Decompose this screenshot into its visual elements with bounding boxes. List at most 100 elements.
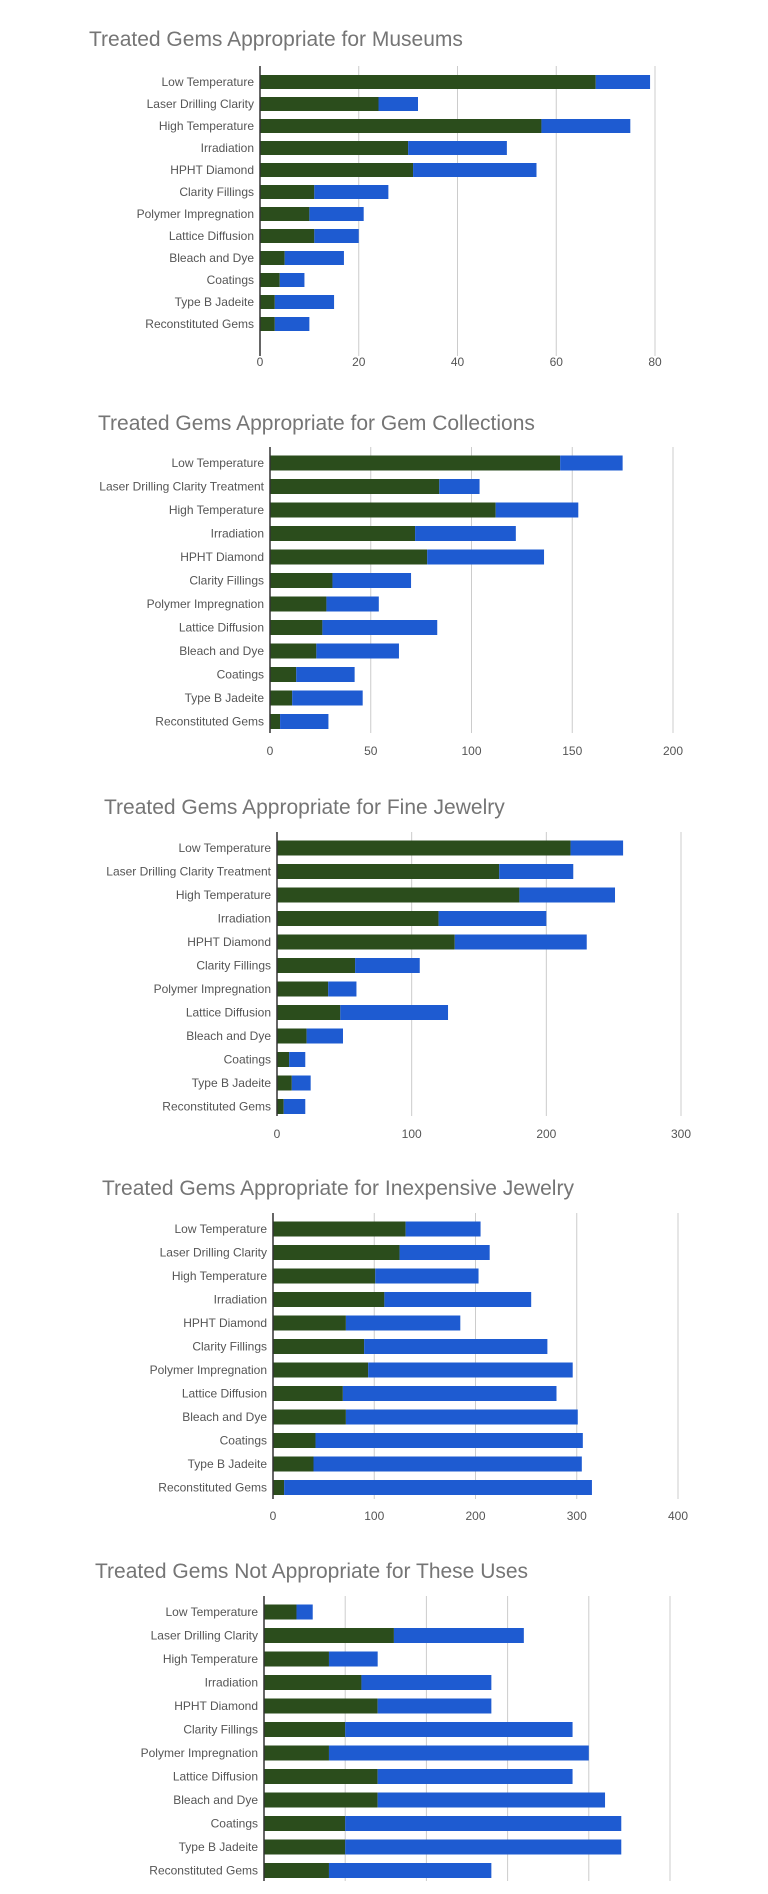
category-label: Reconstituted Gems [158, 1481, 267, 1495]
bar-series-1 [277, 981, 329, 997]
category-label: High Temperature [169, 503, 264, 517]
category-label: Clarity Fillings [196, 959, 271, 973]
bar-series-2 [413, 163, 537, 177]
bar-series-2 [279, 273, 305, 287]
chart-title: Treated Gems Appropriate for Fine Jewelr… [104, 796, 505, 819]
bar-series-2 [375, 1268, 479, 1284]
bar-series-2 [499, 864, 574, 879]
bar-series-2 [274, 317, 310, 331]
bar-series-1 [270, 690, 293, 706]
category-label: Coatings [224, 1053, 271, 1067]
bar-series-1 [270, 526, 416, 541]
bar-series-1 [273, 1339, 365, 1354]
bar-series-2 [284, 1480, 592, 1495]
bar-series-2 [328, 1651, 378, 1667]
category-label: Irradiation [218, 912, 271, 926]
bar-series-1 [270, 549, 428, 565]
bar-series-2 [322, 620, 438, 635]
bar-series-1 [260, 317, 275, 331]
chart-plot: 0 100 200 300 400 Low Temperature Laser Drilli… [150, 1213, 688, 1523]
bar-series-1 [270, 502, 496, 518]
category-label: HPHT Diamond [180, 550, 264, 564]
bar-series-2 [306, 1028, 343, 1044]
x-tick-label: 300 [567, 1509, 587, 1523]
bar-series-2 [408, 141, 507, 155]
category-label: Lattice Diffusion [173, 1770, 258, 1784]
bar-series-1 [260, 207, 310, 221]
bar-series-1 [273, 1409, 346, 1425]
bar-series-1 [264, 1792, 378, 1808]
category-label: Reconstituted Gems [162, 1100, 271, 1114]
category-label: Polymer Impregnation [141, 1746, 258, 1760]
category-label: Clarity Fillings [179, 185, 254, 199]
category-label: Lattice Diffusion [186, 1006, 271, 1020]
category-label: High Temperature [172, 1269, 267, 1283]
category-label: Reconstituted Gems [145, 317, 254, 331]
chart-title: Treated Gems Appropriate for Inexpensive… [102, 1177, 574, 1200]
x-tick-label: 100 [461, 744, 481, 758]
bar-series-2 [345, 1722, 573, 1737]
bar-series-2 [326, 596, 379, 612]
bar-series-1 [260, 273, 280, 287]
bar-series-2 [361, 1675, 492, 1690]
bar-series-2 [364, 1339, 548, 1354]
x-tick-label: 400 [668, 1509, 688, 1523]
bar-series-2 [541, 119, 631, 133]
bar-series-1 [273, 1456, 314, 1472]
category-label: High Temperature [176, 888, 271, 902]
bar-series-2 [495, 502, 579, 518]
bar-series-1 [277, 1005, 341, 1020]
bar-series-1 [260, 97, 379, 111]
category-label: HPHT Diamond [170, 163, 254, 177]
category-label: Polymer Impregnation [137, 207, 254, 221]
category-label: Type B Jadeite [175, 295, 255, 309]
bar-series-2 [519, 887, 616, 903]
bar-series-1 [260, 185, 315, 199]
chart-title: Treated Gems Not Appropriate for These U… [95, 1560, 529, 1583]
bar-series-2 [292, 690, 363, 706]
bar-series-1 [264, 1816, 346, 1831]
category-label: HPHT Diamond [174, 1699, 258, 1713]
bar-series-2 [377, 1792, 606, 1808]
bar-series-1 [270, 667, 297, 682]
bar-series-2 [393, 1628, 524, 1643]
category-label: Coatings [211, 1817, 258, 1831]
category-label: Type B Jadeite [185, 691, 265, 705]
category-label: HPHT Diamond [187, 935, 271, 949]
x-tick-label: 150 [562, 744, 582, 758]
category-label: Laser Drilling Clarity Treatment [106, 865, 271, 879]
bar-series-1 [277, 1099, 284, 1114]
bar-series-1 [260, 163, 414, 177]
bar-series-2 [345, 1409, 578, 1425]
x-tick-label: 50 [364, 744, 378, 758]
chart-plot: 0 100 200 300 Low Temperature Laser Drilling … [106, 832, 691, 1141]
bar-series-2 [560, 455, 623, 471]
bar-series-1 [277, 911, 439, 926]
chart-title: Treated Gems Appropriate for Museums [89, 28, 463, 51]
bar-series-2 [340, 1005, 449, 1020]
bar-series-1 [270, 620, 323, 635]
bar-series-1 [260, 251, 285, 265]
x-tick-label: 200 [663, 744, 683, 758]
bar-series-2 [342, 1386, 557, 1401]
category-label: Type B Jadeite [188, 1457, 268, 1471]
bar-series-2 [438, 911, 547, 926]
category-label: Irradiation [214, 1293, 267, 1307]
x-tick-label: 200 [536, 1127, 556, 1141]
x-tick-label: 60 [550, 355, 564, 369]
category-label: Bleach and Dye [186, 1029, 271, 1043]
category-label: Lattice Diffusion [179, 621, 264, 635]
chart-museums: Treated Gems Appropriate for Museums 0 20… [0, 0, 768, 380]
bar-series-1 [270, 455, 561, 471]
bar-series-2 [289, 1052, 306, 1067]
bar-series-1 [273, 1221, 406, 1237]
bar-series-1 [273, 1268, 376, 1284]
x-tick-label: 80 [648, 355, 662, 369]
bar-series-1 [264, 1628, 394, 1643]
x-tick-label: 0 [257, 355, 264, 369]
bar-series-2 [315, 1433, 583, 1448]
category-label: Laser Drilling Clarity [160, 1246, 267, 1260]
category-label: Clarity Fillings [183, 1723, 258, 1737]
bar-series-1 [277, 1075, 292, 1091]
chart-gem-collections: Treated Gems Appropriate for Gem Collect… [0, 0, 768, 770]
